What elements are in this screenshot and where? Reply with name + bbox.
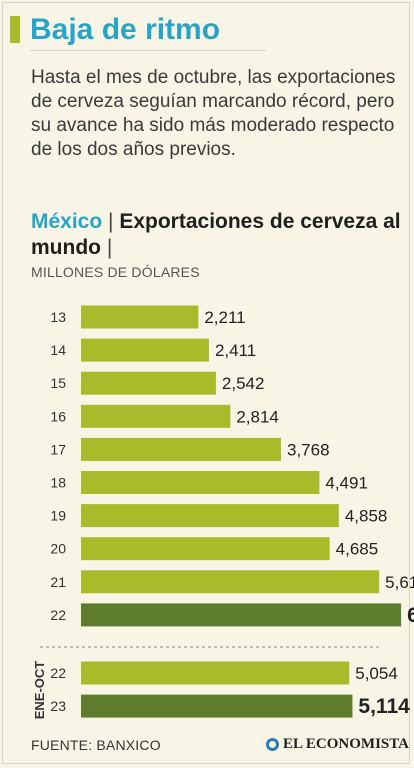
subtitle-country: México bbox=[31, 210, 103, 233]
annual-value-label: 2,211 bbox=[204, 308, 245, 327]
annual-bar-13 bbox=[81, 305, 199, 329]
annual-value-label: 4,685 bbox=[336, 540, 379, 559]
ytd-category-label: 22 bbox=[50, 665, 66, 681]
annual-bar-16 bbox=[81, 404, 231, 428]
publisher-logo: EL ECONOMISTA bbox=[266, 736, 409, 753]
annual-value-label: 5,618 bbox=[385, 573, 414, 592]
logo-mark-icon bbox=[266, 738, 279, 751]
annual-category-label: 13 bbox=[50, 309, 66, 325]
annual-bar-15 bbox=[81, 371, 216, 395]
annual-value-label: 2,814 bbox=[236, 407, 279, 426]
annual-bar-14 bbox=[81, 338, 209, 362]
ytd-bar-23 bbox=[81, 694, 353, 718]
annual-category-label: 16 bbox=[50, 408, 66, 424]
ytd-bar-22 bbox=[81, 661, 350, 685]
annual-value-label: 2,542 bbox=[222, 374, 265, 393]
annual-category-label: 14 bbox=[50, 342, 66, 358]
annual-category-label: 20 bbox=[50, 541, 66, 557]
ytd-value-label: 5,114 bbox=[358, 695, 410, 718]
page-title: Baja de ritmo bbox=[30, 13, 221, 46]
annual-bar-21 bbox=[81, 570, 380, 594]
annual-category-label: 17 bbox=[50, 441, 66, 457]
ytd-category-label: 23 bbox=[50, 698, 66, 714]
ytd-value-label: 5,054 bbox=[355, 664, 398, 683]
intro-text: Hasta el mes de octubre, las exportacion… bbox=[31, 67, 396, 160]
annual-category-label: 19 bbox=[50, 508, 66, 524]
annual-bar-17 bbox=[81, 437, 281, 461]
title-divider bbox=[30, 50, 266, 51]
chart-subtitle: México | Exportaciones de cerveza al mun… bbox=[31, 209, 401, 261]
annual-category-label: 22 bbox=[50, 607, 66, 623]
chart-frame bbox=[2, 2, 410, 764]
annual-value-label: 6,031 bbox=[407, 604, 414, 627]
annual-bar-19 bbox=[81, 504, 339, 528]
subtitle-separator: | bbox=[102, 210, 120, 233]
source-note: FUENTE: BANXICO bbox=[31, 737, 161, 753]
subtitle-separator-end: | bbox=[100, 236, 113, 259]
logo-text: EL ECONOMISTA bbox=[283, 736, 409, 752]
annual-value-label: 4,858 bbox=[345, 507, 388, 526]
annual-category-label: 21 bbox=[50, 574, 66, 590]
annual-bar-20 bbox=[81, 537, 330, 561]
annual-value-label: 3,768 bbox=[287, 440, 330, 459]
annual-category-label: 18 bbox=[50, 475, 66, 491]
subtitle-main: Exportaciones de cerveza al mundo bbox=[31, 210, 401, 259]
annual-value-label: 2,411 bbox=[215, 341, 256, 360]
annual-bar-22 bbox=[81, 603, 402, 627]
ytd-group-label: ENE-OCT bbox=[32, 661, 47, 720]
annual-category-label: 15 bbox=[50, 375, 66, 391]
annual-bar-18 bbox=[81, 471, 320, 494]
units-label: MILLONES DE DÓLARES bbox=[31, 264, 200, 280]
title-accent-bar bbox=[10, 16, 20, 43]
bar-chart: 13 2,211 14 2,411 15 2,542 16 2,814 17 3,768 18 4,4… bbox=[32, 305, 414, 720]
annual-value-label: 4,491 bbox=[325, 474, 368, 493]
